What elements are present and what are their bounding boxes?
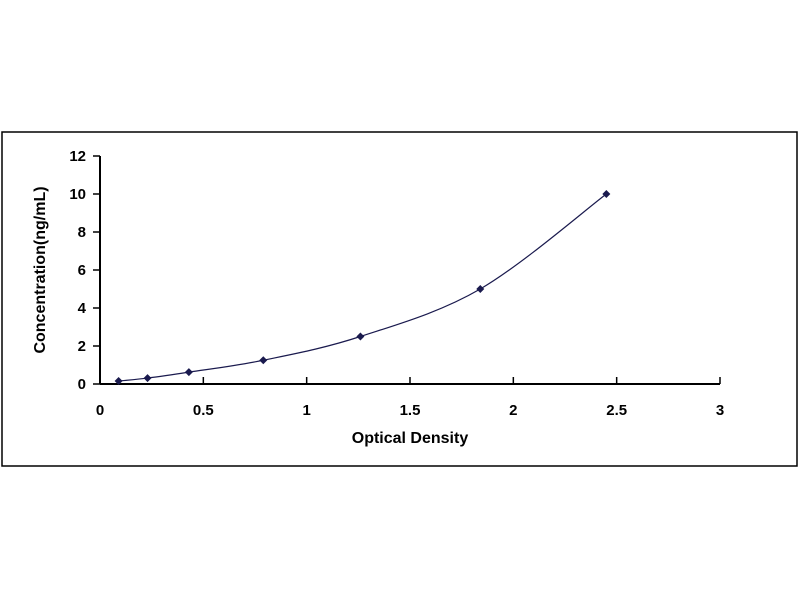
y-tick-label: 6 (78, 262, 86, 279)
data-point (184, 368, 193, 377)
x-tick-label: 2.5 (606, 402, 627, 419)
y-tick-label: 12 (69, 148, 86, 165)
y-tick-label: 0 (78, 376, 86, 393)
data-point (114, 377, 123, 386)
chart-frame (1, 131, 798, 467)
x-axis-label: Optical Density (352, 430, 469, 447)
x-tick-label: 0 (96, 402, 104, 419)
data-point (356, 332, 365, 341)
x-tick-label: 1.5 (400, 402, 421, 419)
y-tick-label: 10 (69, 186, 86, 203)
data-point (602, 190, 611, 198)
data-point (259, 356, 268, 365)
y-tick-label: 2 (78, 338, 86, 355)
y-axis-label: Concentration(ng/mL) (32, 186, 49, 353)
x-tick-label: 2 (509, 402, 517, 419)
x-tick-label: 0.5 (193, 402, 214, 419)
data-point (143, 374, 152, 383)
x-tick-label: 1 (302, 402, 310, 419)
data-point (476, 285, 485, 293)
y-tick-label: 4 (78, 300, 87, 317)
trend-curve (118, 193, 607, 382)
x-tick-label: 3 (716, 402, 724, 419)
y-tick-label: 8 (78, 224, 86, 241)
